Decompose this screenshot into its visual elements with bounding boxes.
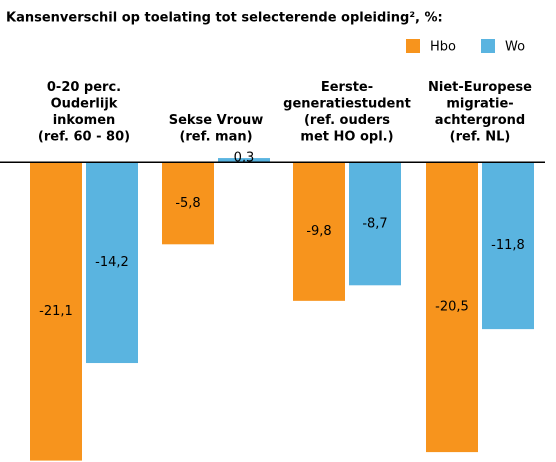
value-label: 0,3 [234,151,255,166]
category-label: 0-20 perc. [47,80,121,95]
category-label: achtergrond [435,113,525,128]
bar [86,162,138,364]
bar [218,158,270,163]
category-label: (ref. man) [179,130,252,145]
category-label: generatiestudent [283,97,411,112]
value-label: -9,8 [306,224,331,239]
category-label: (ref. NL) [450,130,511,145]
bar [482,162,534,330]
value-label: -14,2 [95,255,129,270]
category-label: Sekse Vrouw [169,113,264,128]
bar [426,162,478,453]
bar [349,162,401,286]
value-label: -21,1 [39,304,73,319]
value-label: -5,8 [175,196,200,211]
legend-label: Wo [505,40,525,55]
value-label: -11,8 [491,238,525,253]
category-label: Ouderlijk [51,97,118,112]
category-label: (ref. ouders [304,113,390,128]
category-label: Niet-Europese [428,80,532,95]
bar [293,162,345,301]
category-label: met HO opl.) [300,130,393,145]
category-label: inkomen [53,113,116,128]
bar [162,162,214,245]
category-label: migratie- [446,97,513,112]
chart-title: Kansenverschil op toelating tot selecter… [6,11,443,26]
value-label: -8,7 [362,216,387,231]
category-label: Eerste- [321,80,373,95]
legend-label: Hbo [430,40,456,55]
legend-swatch [406,39,420,53]
bar [30,162,82,461]
value-label: -20,5 [435,300,469,315]
category-label: (ref. 60 - 80) [38,130,130,145]
legend-swatch [481,39,495,53]
